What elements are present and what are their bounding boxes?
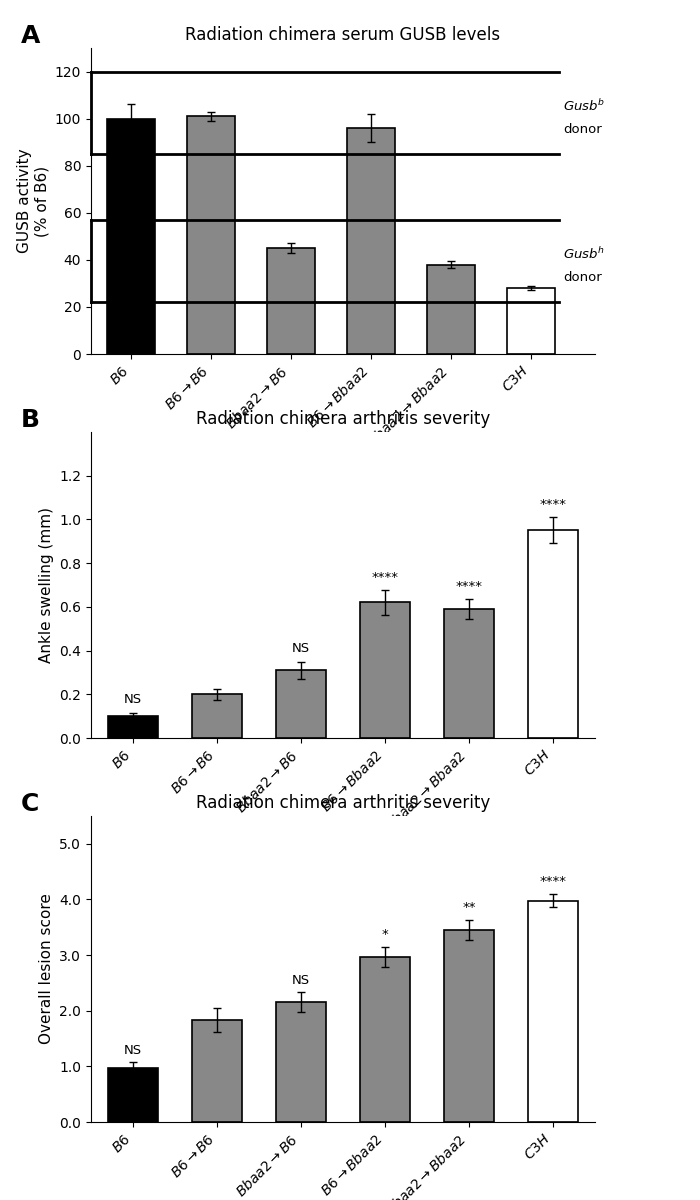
Bar: [267, 248, 315, 354]
Y-axis label: Ankle swelling (mm): Ankle swelling (mm): [38, 506, 54, 662]
Text: NS: NS: [124, 1044, 142, 1057]
Text: ****: ****: [456, 580, 482, 593]
Text: **: **: [462, 901, 476, 914]
Bar: [507, 288, 555, 354]
Bar: [360, 602, 410, 738]
Title: Radiation chimera serum GUSB levels: Radiation chimera serum GUSB levels: [186, 25, 500, 43]
Y-axis label: Overall lesion score: Overall lesion score: [38, 894, 54, 1044]
Text: A: A: [20, 24, 40, 48]
Bar: [444, 610, 494, 738]
Bar: [427, 264, 475, 354]
Y-axis label: GUSB activity
(% of B6): GUSB activity (% of B6): [17, 149, 49, 253]
Text: donor: donor: [563, 271, 602, 284]
Text: *: *: [382, 928, 388, 941]
Bar: [347, 128, 395, 354]
Bar: [187, 116, 235, 354]
Text: $\it{Gusb}$$^b$: $\it{Gusb}$$^b$: [563, 97, 605, 114]
Text: donor: donor: [563, 122, 602, 136]
Text: ****: ****: [540, 875, 566, 888]
Bar: [192, 695, 242, 738]
Bar: [276, 671, 326, 738]
Bar: [276, 1002, 326, 1122]
Bar: [108, 1068, 158, 1122]
Text: B: B: [20, 408, 39, 432]
Bar: [528, 900, 578, 1122]
Bar: [107, 119, 155, 354]
Bar: [528, 530, 578, 738]
Title: Radiation chimera arthritis severity: Radiation chimera arthritis severity: [196, 409, 490, 427]
Title: Radiation chimera arthritis severity: Radiation chimera arthritis severity: [196, 793, 490, 811]
Text: $\it{Gusb}$$^h$: $\it{Gusb}$$^h$: [563, 246, 604, 262]
Bar: [108, 716, 158, 738]
Text: NS: NS: [292, 974, 310, 986]
Text: ****: ****: [540, 498, 566, 511]
Text: NS: NS: [292, 642, 310, 655]
Bar: [444, 930, 494, 1122]
Bar: [360, 956, 410, 1122]
Text: NS: NS: [124, 694, 142, 707]
Text: C: C: [20, 792, 38, 816]
Text: ****: ****: [372, 571, 398, 584]
Bar: [192, 1020, 242, 1122]
